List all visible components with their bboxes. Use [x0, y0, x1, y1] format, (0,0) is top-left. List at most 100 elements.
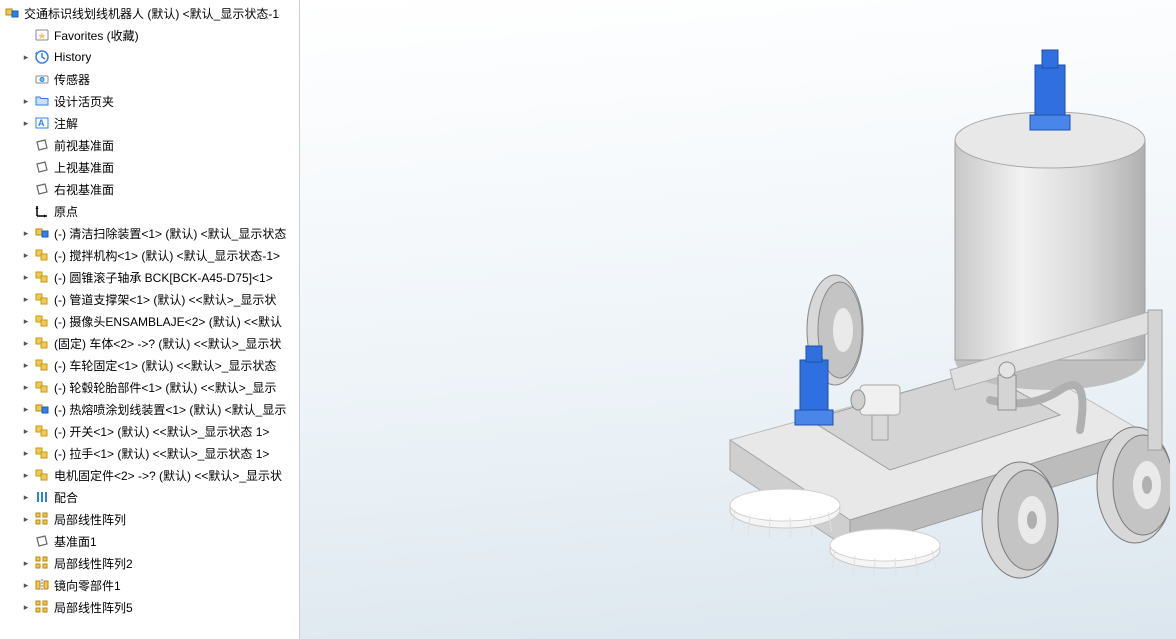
- tree-item-label: (-) 轮毂轮胎部件<1> (默认) <<默认>_显示: [54, 379, 276, 396]
- tree-item-label: 前视基准面: [54, 137, 114, 154]
- tree-item-label: 镜向零部件1: [54, 577, 121, 594]
- tree-item-label: (-) 管道支撑架<1> (默认) <<默认>_显示状: [54, 291, 276, 308]
- expander-icon[interactable]: ▸: [20, 403, 32, 415]
- tree-item[interactable]: ▸A注解: [0, 112, 299, 134]
- tree-item-label: 基准面1: [54, 533, 97, 550]
- tree-item-label: (-) 拉手<1> (默认) <<默认>_显示状态 1>: [54, 445, 269, 462]
- expander-icon[interactable]: ▸: [20, 227, 32, 239]
- subassembly-icon: [34, 313, 50, 329]
- subassembly-icon: [34, 247, 50, 263]
- feature-tree-panel: 交通标识线划线机器人 (默认) <默认_显示状态-1 Favorites (收藏…: [0, 0, 300, 639]
- tree-item[interactable]: ▸ 配合: [0, 486, 299, 508]
- subassembly-icon: [34, 445, 50, 461]
- tree-item[interactable]: ▸ (-) 热熔喷涂划线装置<1> (默认) <默认_显示: [0, 398, 299, 420]
- viewport-3d[interactable]: [300, 0, 1176, 639]
- tree-item-label: (-) 热熔喷涂划线装置<1> (默认) <默认_显示: [54, 401, 286, 418]
- tree-item[interactable]: ▸ 局部线性阵列: [0, 508, 299, 530]
- tree-item[interactable]: ▸ (-) 圆锥滚子轴承 BCK[BCK-A45-D75]<1>: [0, 266, 299, 288]
- expander-icon[interactable]: ▸: [20, 51, 32, 63]
- tree-item[interactable]: Favorites (收藏): [0, 24, 299, 46]
- expander-icon[interactable]: ▸: [20, 271, 32, 283]
- expander-icon[interactable]: ▸: [20, 491, 32, 503]
- tree-item-label: 局部线性阵列2: [54, 555, 133, 572]
- tree-item[interactable]: ▸ 局部线性阵列2: [0, 552, 299, 574]
- tree-item[interactable]: ▸(固定) 车体<2> ->? (默认) <<默认>_显示状: [0, 332, 299, 354]
- tree-item[interactable]: ▸ (-) 搅拌机构<1> (默认) <默认_显示状态-1>: [0, 244, 299, 266]
- tree-item-label: 注解: [54, 115, 78, 132]
- tree-item-label: (-) 车轮固定<1> (默认) <<默认>_显示状态: [54, 357, 276, 374]
- expander-icon[interactable]: ▸: [20, 513, 32, 525]
- expander-icon[interactable]: ▸: [20, 359, 32, 371]
- expander-icon[interactable]: ▸: [20, 579, 32, 591]
- tree-item-label: 上视基准面: [54, 159, 114, 176]
- tree-item[interactable]: ▸ (-) 管道支撑架<1> (默认) <<默认>_显示状: [0, 288, 299, 310]
- expander-icon[interactable]: ▸: [20, 557, 32, 569]
- tree-item[interactable]: 原点: [0, 200, 299, 222]
- plane-icon: [34, 137, 50, 153]
- plane-icon: [34, 159, 50, 175]
- pattern-icon: [34, 511, 50, 527]
- pattern-icon: [34, 599, 50, 615]
- expander-icon: [20, 139, 32, 151]
- subassembly-icon: [34, 379, 50, 395]
- tree-item-label: 原点: [54, 203, 78, 220]
- tree-item-label: (-) 搅拌机构<1> (默认) <默认_显示状态-1>: [54, 247, 280, 264]
- tree-item[interactable]: ▸History: [0, 46, 299, 68]
- wheel-front-left: [982, 462, 1058, 578]
- tree-item[interactable]: ▸ 镜向零部件1: [0, 574, 299, 596]
- subassembly-icon: [34, 269, 50, 285]
- tree-item-label: 配合: [54, 489, 78, 506]
- expander-icon[interactable]: ▸: [20, 447, 32, 459]
- expander-icon: [20, 29, 32, 41]
- assembly-icon: [34, 225, 50, 241]
- assembly-icon: [34, 401, 50, 417]
- expander-icon[interactable]: ▸: [20, 469, 32, 481]
- origin-icon: [34, 203, 50, 219]
- model-render: [550, 20, 1170, 620]
- subassembly-icon: [34, 357, 50, 373]
- tree-item-label: 局部线性阵列: [54, 511, 126, 528]
- subassembly-icon: [34, 423, 50, 439]
- motor-top: [1030, 50, 1070, 130]
- tree-item[interactable]: 右视基准面: [0, 178, 299, 200]
- tree-item-label: 电机固定件<2> ->? (默认) <<默认>_显示状: [54, 467, 282, 484]
- tree-item-label: Favorites (收藏): [54, 27, 139, 44]
- folder-icon: [34, 93, 50, 109]
- expander-icon[interactable]: ▸: [20, 293, 32, 305]
- expander-icon[interactable]: ▸: [20, 315, 32, 327]
- expander-icon: [20, 73, 32, 85]
- tree-item[interactable]: ▸设计活页夹: [0, 90, 299, 112]
- expander-icon[interactable]: ▸: [20, 381, 32, 393]
- tree-item[interactable]: ▸(-) 开关<1> (默认) <<默认>_显示状态 1>: [0, 420, 299, 442]
- expander-icon[interactable]: ▸: [20, 337, 32, 349]
- tree-item[interactable]: ▸ (-) 车轮固定<1> (默认) <<默认>_显示状态: [0, 354, 299, 376]
- tree-item-label: (-) 圆锥滚子轴承 BCK[BCK-A45-D75]<1>: [54, 269, 273, 286]
- tree-root-label: 交通标识线划线机器人 (默认) <默认_显示状态-1: [24, 5, 279, 22]
- expander-icon[interactable]: ▸: [20, 249, 32, 261]
- tree-root[interactable]: 交通标识线划线机器人 (默认) <默认_显示状态-1: [0, 2, 299, 24]
- mates-icon: [34, 489, 50, 505]
- tree-item[interactable]: ▸ 局部线性阵列5: [0, 596, 299, 618]
- tree-item[interactable]: 上视基准面: [0, 156, 299, 178]
- plane-icon: [34, 533, 50, 549]
- expander-icon[interactable]: ▸: [20, 601, 32, 613]
- tree-item-label: 传感器: [54, 71, 90, 88]
- expander-icon: [20, 205, 32, 217]
- tree-item[interactable]: 基准面1: [0, 530, 299, 552]
- expander-icon[interactable]: ▸: [20, 425, 32, 437]
- tree-item[interactable]: ▸(-) 摄像头ENSAMBLAJE<2> (默认) <<默认: [0, 310, 299, 332]
- tree-item[interactable]: ▸(-) 清洁扫除装置<1> (默认) <默认_显示状态: [0, 222, 299, 244]
- assembly-icon: [4, 5, 20, 21]
- expander-icon[interactable]: ▸: [20, 117, 32, 129]
- tree-item[interactable]: 传感器: [0, 68, 299, 90]
- tree-item[interactable]: ▸ (-) 轮毂轮胎部件<1> (默认) <<默认>_显示: [0, 376, 299, 398]
- expander-icon: [20, 161, 32, 173]
- tree-item-label: 局部线性阵列5: [54, 599, 133, 616]
- subassembly-icon: [34, 467, 50, 483]
- tree-item[interactable]: ▸ 电机固定件<2> ->? (默认) <<默认>_显示状: [0, 464, 299, 486]
- expander-icon[interactable]: ▸: [20, 95, 32, 107]
- tree-item[interactable]: 前视基准面: [0, 134, 299, 156]
- tree-item[interactable]: ▸ (-) 拉手<1> (默认) <<默认>_显示状态 1>: [0, 442, 299, 464]
- valve: [998, 362, 1016, 410]
- mirror-icon: [34, 577, 50, 593]
